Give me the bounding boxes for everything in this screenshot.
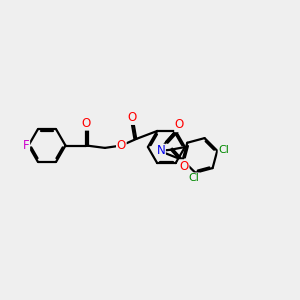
- Text: Cl: Cl: [188, 173, 199, 183]
- Text: O: O: [175, 118, 184, 131]
- Text: Cl: Cl: [218, 145, 229, 155]
- Text: O: O: [127, 111, 136, 124]
- Text: O: O: [179, 160, 189, 173]
- Text: F: F: [23, 139, 29, 152]
- Text: O: O: [117, 139, 126, 152]
- Text: N: N: [156, 144, 165, 158]
- Text: O: O: [82, 117, 91, 130]
